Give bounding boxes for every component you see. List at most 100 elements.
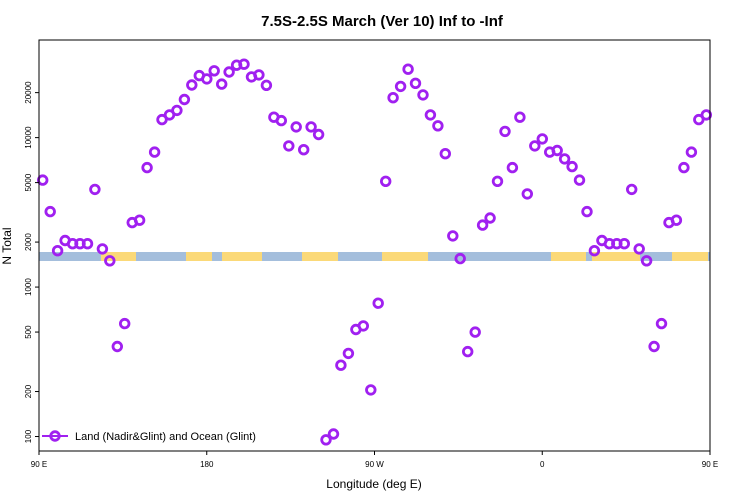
data-point	[476, 219, 489, 231]
data-point	[566, 160, 578, 173]
y-tick-label: 5000	[24, 173, 33, 191]
land-band-segment	[222, 252, 262, 261]
data-point	[633, 243, 645, 255]
data-point	[529, 140, 541, 152]
data-point	[394, 80, 407, 93]
x-tick-label: 90 E	[702, 460, 718, 469]
data-point	[290, 121, 302, 133]
legend-marker	[49, 430, 61, 442]
data-point	[148, 146, 161, 158]
data-point	[640, 255, 653, 267]
data-point	[447, 230, 459, 242]
y-tick-label: 20000	[24, 81, 33, 104]
ocean-band-segment	[39, 252, 710, 261]
data-point	[588, 244, 601, 257]
data-point	[305, 121, 317, 133]
data-point	[655, 317, 668, 330]
data-point	[499, 125, 511, 138]
data-point	[372, 297, 384, 309]
chart-title: 7.5S-2.5S March (Ver 10) Inf to -Inf	[261, 13, 504, 30]
data-point	[387, 91, 399, 104]
data-point	[298, 143, 310, 156]
data-point	[327, 428, 340, 440]
data-point	[171, 104, 183, 117]
data-point	[283, 140, 295, 152]
data-point	[133, 214, 146, 226]
data-point	[223, 66, 235, 78]
data-point	[365, 384, 377, 396]
data-point	[670, 214, 683, 226]
data-point	[700, 109, 713, 121]
land-band-segment	[672, 252, 708, 261]
data-point	[89, 183, 101, 196]
data-point	[238, 58, 250, 70]
data-point	[678, 161, 690, 174]
data-point	[51, 244, 64, 257]
data-point	[402, 63, 414, 75]
data-point	[335, 359, 347, 371]
data-points	[37, 58, 713, 446]
data-point	[253, 69, 265, 81]
x-tick-label: 0	[540, 460, 545, 469]
y-tick-label: 2000	[24, 233, 33, 251]
data-point	[44, 205, 56, 218]
x-axis-ticks: 90 E 180 90 W 0 90 E	[31, 451, 718, 469]
data-point	[618, 237, 631, 250]
data-point	[208, 65, 220, 77]
data-point	[409, 77, 422, 90]
data-point	[424, 109, 437, 121]
data-point	[118, 317, 131, 330]
data-point	[417, 89, 429, 101]
data-point	[312, 128, 325, 141]
data-point	[111, 340, 124, 353]
data-point	[558, 153, 571, 165]
data-point	[506, 161, 519, 174]
data-point	[648, 340, 660, 353]
y-tick-label: 10000	[24, 126, 33, 149]
data-point	[626, 183, 638, 196]
data-point	[551, 144, 563, 157]
data-point	[260, 79, 273, 92]
data-point	[342, 347, 355, 360]
data-point	[462, 345, 474, 358]
legend-label: Land (Nadir&Glint) and Ocean (Glint)	[75, 431, 256, 443]
land-band-segment	[186, 252, 212, 261]
legend: Land (Nadir&Glint) and Ocean (Glint)	[42, 430, 256, 443]
land-band-segment	[101, 252, 136, 261]
data-point	[439, 147, 452, 160]
y-tick-label: 200	[24, 384, 33, 398]
land-ocean-band	[39, 252, 710, 261]
data-point	[573, 174, 586, 186]
y-tick-label: 100	[24, 429, 33, 443]
y-tick-label: 1000	[24, 278, 33, 296]
data-point	[581, 205, 593, 218]
data-point	[141, 161, 153, 174]
data-point	[178, 93, 191, 106]
data-point	[81, 237, 94, 250]
data-point	[201, 73, 213, 85]
data-point	[275, 114, 288, 127]
data-point	[215, 78, 228, 90]
data-point	[484, 212, 496, 224]
data-point	[521, 188, 534, 200]
data-point	[454, 252, 466, 265]
x-axis-label: Longitude (deg E)	[326, 477, 421, 491]
data-point	[469, 326, 481, 338]
land-band-segment	[382, 252, 428, 261]
data-point	[96, 243, 109, 255]
land-band-segment	[302, 252, 338, 261]
data-point	[186, 79, 198, 91]
y-axis-label: N Total	[0, 227, 14, 264]
y-tick-label: 500	[24, 325, 33, 339]
data-point	[491, 175, 504, 188]
data-point	[320, 434, 332, 446]
data-point	[514, 111, 526, 123]
plot-frame	[38, 39, 711, 452]
y-axis-ticks: 100 200 500 1000 2000 5000 10000 20000	[24, 81, 39, 443]
data-point	[432, 120, 444, 132]
data-point	[536, 133, 549, 145]
data-point	[380, 175, 392, 188]
data-point	[37, 174, 49, 186]
land-band-segment	[592, 252, 640, 261]
